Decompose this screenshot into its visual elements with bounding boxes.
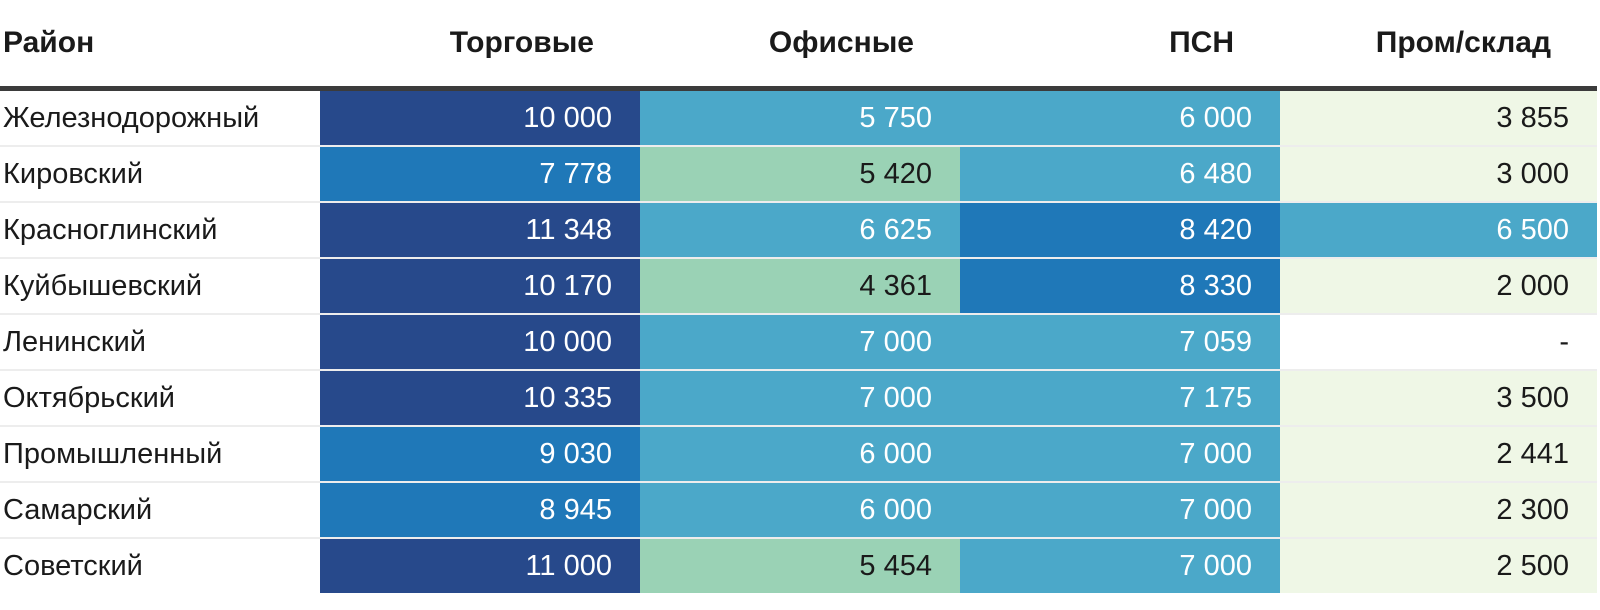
district-label: Промышленный [0, 425, 320, 482]
table-row: Промышленный 9 030 6 000 7 000 2 441 [0, 425, 1597, 482]
value-cell: 7 000 [640, 313, 960, 370]
district-label: Кировский [0, 145, 320, 202]
district-label: Самарский [0, 481, 320, 538]
value-cell: 2 300 [1280, 481, 1597, 538]
value-cell: 7 000 [960, 425, 1280, 482]
table-row: Ленинский 10 000 7 000 7 059- [0, 313, 1597, 370]
column-header: Офисные [640, 0, 960, 91]
district-label: Советский [0, 537, 320, 593]
price-heatmap-table: Район Торговые Офисные ПСН Пром/склад Железн… [0, 0, 1597, 593]
value-cell: 8 330 [960, 257, 1280, 314]
column-header: Торговые [320, 0, 640, 91]
value-cell: 10 170 [320, 257, 640, 314]
value-cell: 6 000 [640, 481, 960, 538]
value-cell: 7 175 [960, 369, 1280, 426]
table-row: Красноглинский 11 348 6 625 8 420 6 500 [0, 201, 1597, 258]
value-cell: 8 945 [320, 481, 640, 538]
value-cell: 3 500 [1280, 369, 1597, 426]
value-cell: - [1280, 313, 1597, 370]
value-cell: 11 000 [320, 537, 640, 593]
column-header-district: Район [0, 0, 320, 91]
table-row: Железнодорожный 10 000 5 750 6 000 3 855 [0, 88, 1597, 146]
value-cell: 10 335 [320, 369, 640, 426]
district-label: Октябрьский [0, 369, 320, 426]
value-cell: 2 441 [1280, 425, 1597, 482]
table-row: Кировский 7 778 5 420 6 480 3 000 [0, 145, 1597, 202]
table-row: Советский 11 000 5 454 7 000 2 500 [0, 537, 1597, 593]
value-cell: 5 750 [640, 88, 960, 146]
value-cell: 8 420 [960, 201, 1280, 258]
value-cell: 9 030 [320, 425, 640, 482]
district-label: Красноглинский [0, 201, 320, 258]
table-row: Октябрьский 10 335 7 000 7 175 3 500 [0, 369, 1597, 426]
value-cell: 6 480 [960, 145, 1280, 202]
district-label: Железнодорожный [0, 88, 320, 146]
value-cell: 7 000 [960, 537, 1280, 593]
value-cell: 7 000 [960, 481, 1280, 538]
value-cell: 10 000 [320, 313, 640, 370]
district-label: Куйбышевский [0, 257, 320, 314]
value-cell: 7 778 [320, 145, 640, 202]
value-cell: 6 625 [640, 201, 960, 258]
table-row: Куйбышевский 10 170 4 361 8 330 2 000 [0, 257, 1597, 314]
value-cell: 3 000 [1280, 145, 1597, 202]
value-cell: 4 361 [640, 257, 960, 314]
value-cell: 11 348 [320, 201, 640, 258]
column-header: ПСН [960, 0, 1280, 91]
value-cell: 2 000 [1280, 257, 1597, 314]
value-cell: 6 000 [960, 88, 1280, 146]
value-cell: 7 059 [960, 313, 1280, 370]
value-cell: 2 500 [1280, 537, 1597, 593]
value-cell: 6 500 [1280, 201, 1597, 258]
value-cell: 6 000 [640, 425, 960, 482]
district-label: Ленинский [0, 313, 320, 370]
header-row: Район Торговые Офисные ПСН Пром/склад [0, 0, 1597, 91]
value-cell: 10 000 [320, 88, 640, 146]
table-body: Железнодорожный 10 000 5 750 6 000 3 855 Киро… [0, 88, 1597, 593]
table-row: Самарский 8 945 6 000 7 000 2 300 [0, 481, 1597, 538]
value-cell: 5 420 [640, 145, 960, 202]
column-header: Пром/склад [1280, 0, 1597, 91]
value-cell: 5 454 [640, 537, 960, 593]
value-cell: 7 000 [640, 369, 960, 426]
value-cell: 3 855 [1280, 88, 1597, 146]
